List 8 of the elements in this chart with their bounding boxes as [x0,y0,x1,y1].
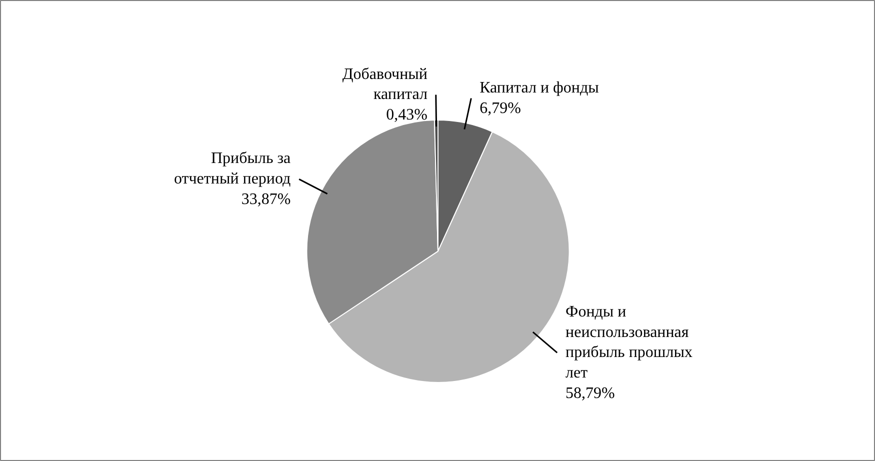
data-label: 33,87% [241,191,291,208]
slice-label: Фонды и неиспользованная прибыль прошлых лет [566,303,692,382]
slice-label: Добавочный капитал [342,66,428,104]
data-label: 6,79% [480,100,521,117]
data-label: 0,43% [386,106,428,124]
slice-label: Прибыль за отчетный период [174,150,291,188]
slice-label: Капитал и фонды [480,80,600,97]
data-label: 58,79% [566,384,615,402]
